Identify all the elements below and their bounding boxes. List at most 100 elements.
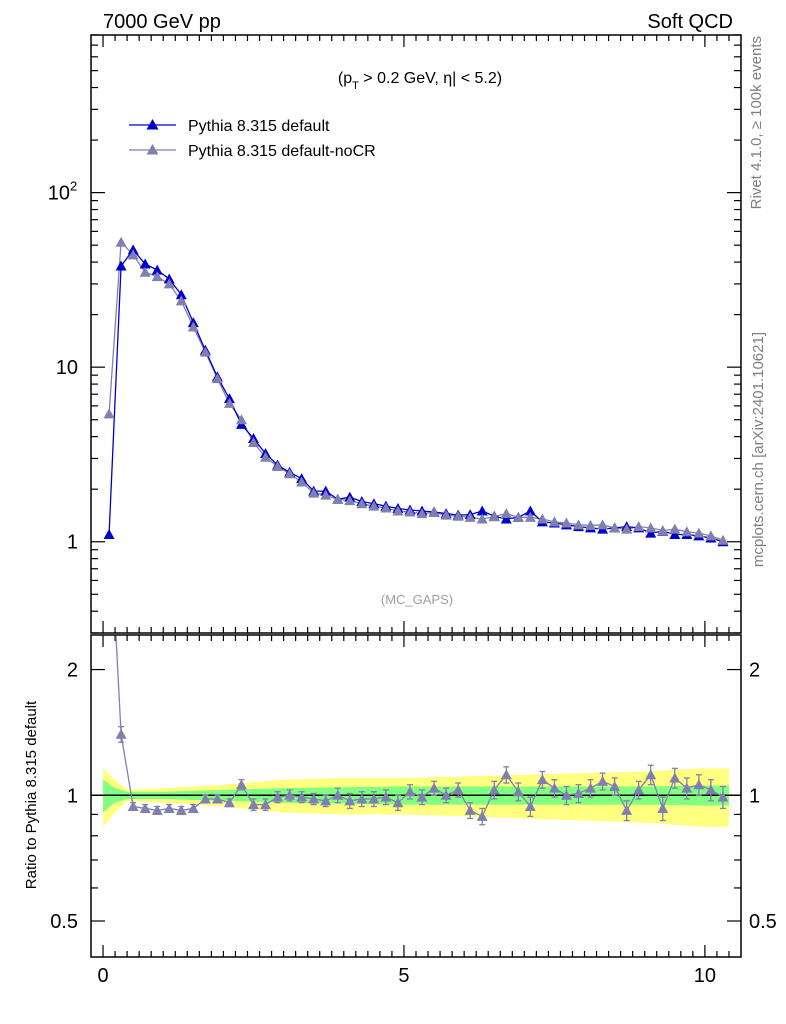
series-1-marker [127,249,139,260]
ratio-marker [693,779,705,790]
ratio-marker [115,728,127,739]
ratio-marker [452,784,464,795]
ratio-marker [597,775,609,786]
series-1-marker [597,519,609,530]
series-1-marker [452,510,464,521]
series-1-marker [320,489,332,500]
ratio-marker [524,801,536,812]
cuts-mid: > 0.2 GeV, [359,70,443,87]
series-1-marker [705,530,717,541]
series-1-marker [621,523,633,534]
series-0-marker [524,505,536,516]
ratio-axis-ticks [91,635,741,957]
ratio-y-tick-label-left: 0.5 [50,911,78,933]
ratio-marker [380,791,392,802]
main-y-tick-label: 10 [56,357,78,379]
ratio-y-tick-labels: 0.5 0.5 1 1 2 2 [50,660,777,933]
ratio-y-tick-label-right: 1 [749,785,760,807]
series-1-marker [609,522,621,533]
series-1-marker [199,346,211,357]
series-1-marker [416,508,428,519]
main-y-tick-label: 1 [67,532,78,554]
series-1-marker [681,526,693,537]
series-0-marker [103,529,115,540]
series-0-marker [500,513,512,524]
series-1-marker [296,476,308,487]
ratio-marker [223,797,235,808]
series-1-marker [536,513,548,524]
ratio-marker [284,789,296,800]
ratio-marker [548,782,560,793]
series-1-marker [223,397,235,408]
x-tick-label: 5 [398,965,409,987]
ratio-marker [440,789,452,800]
cuts-suffix: | < 5.2) [452,70,502,87]
legend-marker-default [146,119,159,130]
series-1-marker [260,451,272,462]
series-1-marker [272,460,284,471]
ratio-marker [585,782,597,793]
series-1-marker [356,498,368,509]
ratio-y-axis-label: Ratio to Pythia 8.315 default [23,700,40,889]
series-0-marker [115,260,127,271]
cuts-label: (pT > 0.2 GeV, η| < 5.2) [338,70,502,92]
x-tick-label: 0 [97,965,108,987]
series-1-marker [500,508,512,519]
ratio-marker [368,793,380,804]
ratio-marker [272,791,284,802]
series-1-marker [368,500,380,511]
series-1-marker [464,511,476,522]
main-axis-ticks [91,34,741,634]
ratio-marker [151,804,163,815]
ratio-marker [609,780,621,791]
ratio-marker [296,791,308,802]
ratio-marker [464,804,476,815]
ratio-marker [211,793,223,804]
header-right-label: Soft QCD [647,11,733,33]
series-1-marker [440,509,452,520]
ratio-marker [332,789,344,800]
series-1-marker [139,266,151,277]
ratio-marker [681,782,693,793]
series-1-marker [163,278,175,289]
ratio-marker [416,791,428,802]
ratio-marker [428,782,440,793]
series-1-marker [476,513,488,524]
ratio-marker [356,793,368,804]
main-series-lines [108,240,724,543]
series-1-marker [428,507,440,518]
series-1-marker [404,506,416,517]
ratio-marker [560,789,572,800]
series-1-marker [488,511,500,522]
ratio-marker [260,799,272,810]
main-plot-frame [90,34,742,634]
ratio-marker [621,804,633,815]
ratio-marker [199,793,211,804]
ratio-marker [308,793,320,804]
series-1-marker [103,408,115,419]
series-1-marker [548,516,560,527]
series-1-marker [512,511,524,522]
series-1-marker [669,523,681,534]
ratio-line-0 [115,634,724,818]
series-0-marker [175,289,187,300]
cuts-eta: η [443,70,452,87]
ratio-y-tick-label-right: 2 [749,660,760,682]
series-1-marker [308,487,320,498]
side-label-rivet: Rivet 4.1.0, ≥ 100k events [748,36,765,209]
ratio-marker [404,786,416,797]
ratio-marker [657,802,669,813]
series-1-marker [284,468,296,479]
series-1-marker [380,502,392,513]
ratio-series-markers [115,726,729,826]
ratio-y-tick-label-left: 2 [67,660,78,682]
series-line-1 [108,240,724,541]
series-1-marker [573,519,584,530]
series-1-marker [560,517,572,528]
ratio-marker [645,769,657,780]
legend-label-default: Pythia 8.315 default [188,118,330,135]
ratio-marker [633,784,645,795]
series-0-marker [645,527,657,538]
series-1-marker [585,519,597,530]
